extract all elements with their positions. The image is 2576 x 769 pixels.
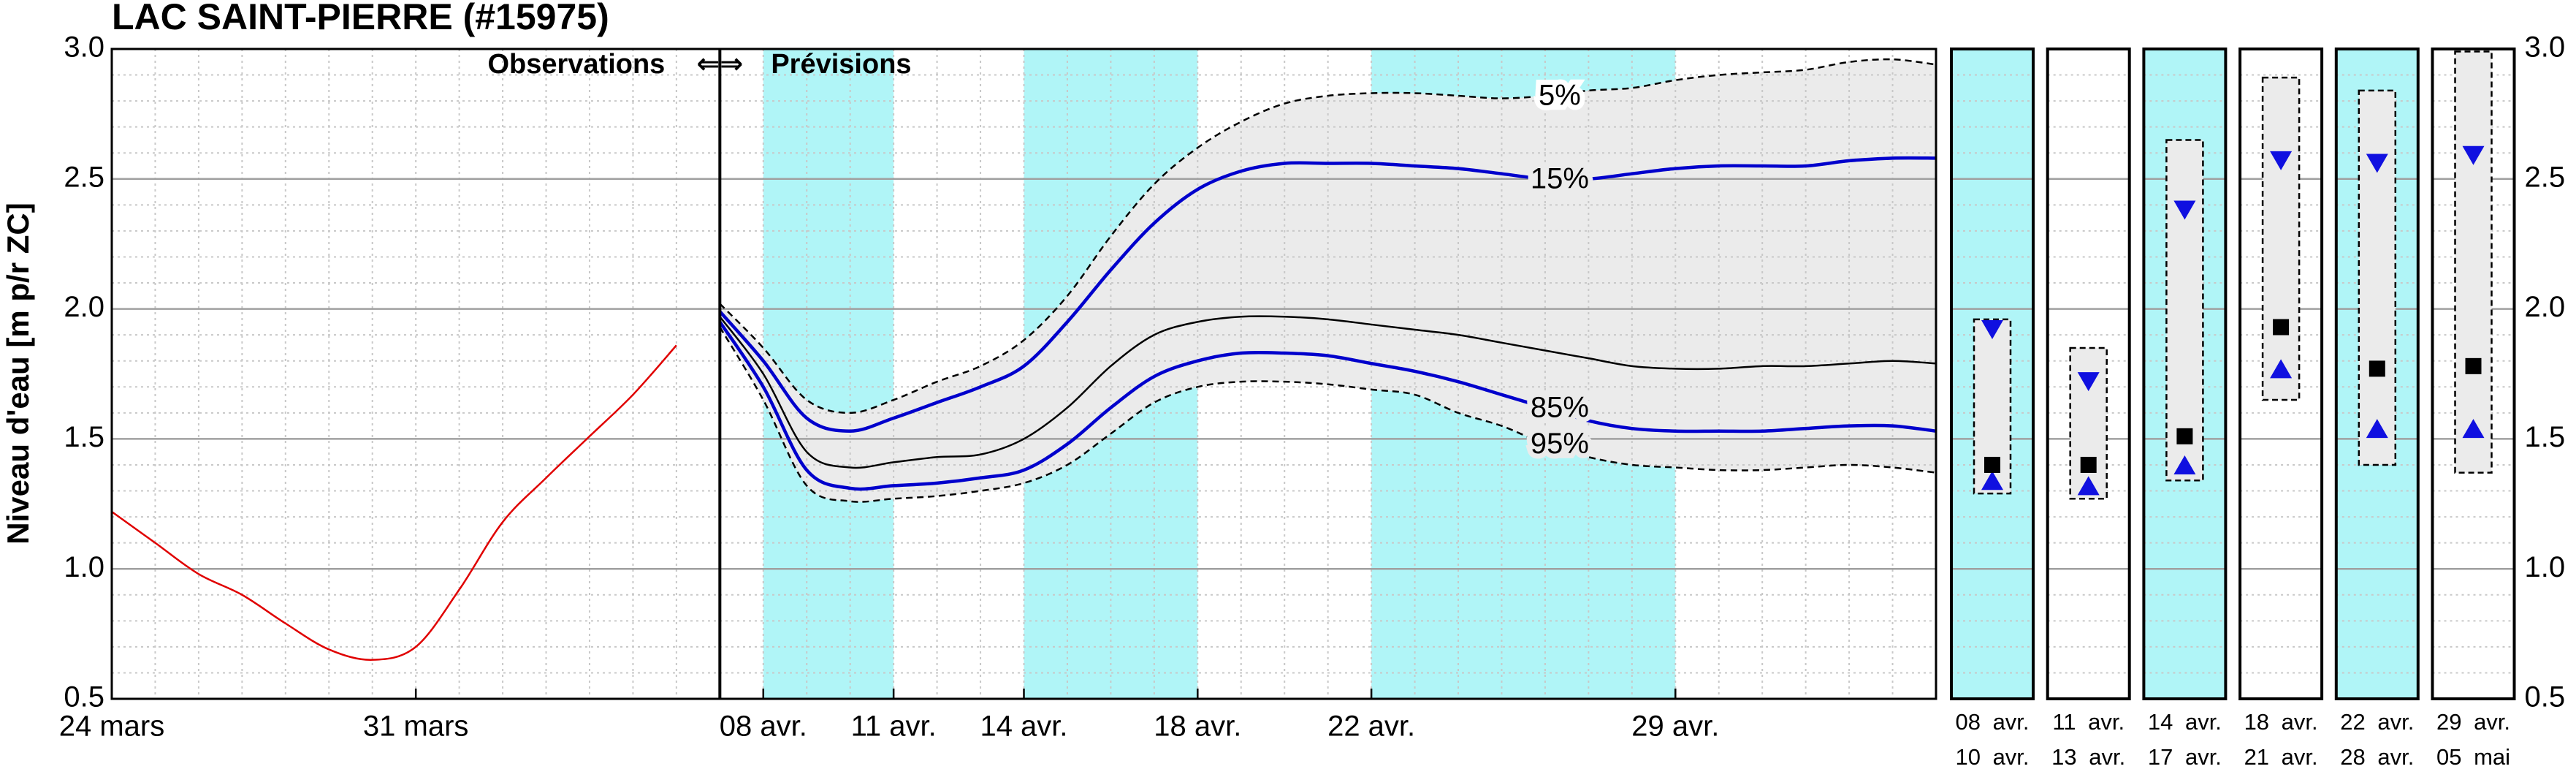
- range-box: [2261, 76, 2301, 401]
- shaded-period: [763, 49, 894, 699]
- series-label: 95%: [1531, 428, 1589, 460]
- panel-label: 14 avr.: [2148, 709, 2222, 735]
- forecast-line: [718, 321, 1937, 491]
- y-tick-label: 0.5: [64, 681, 104, 713]
- period-panel: 14 avr. 17 avr.: [2142, 48, 2228, 769]
- observed-line: [111, 344, 677, 661]
- y-tick-label: 1.5: [64, 421, 104, 453]
- x-tick-label: 31 mars: [363, 711, 469, 743]
- x-tick-label: 08 avr.: [720, 711, 807, 743]
- forecast-line: [719, 326, 1937, 503]
- annotation: Prévisions: [771, 49, 911, 80]
- panel-label: 22 avr.: [2340, 709, 2414, 735]
- panel-label: 13 avr.: [2051, 744, 2125, 769]
- p15-marker: [2173, 200, 2196, 220]
- forecast-line: [719, 58, 1937, 414]
- p15-marker: [2077, 372, 2100, 392]
- y-tick-label: 1.5: [2525, 421, 2566, 453]
- range-band: [720, 59, 1937, 502]
- panel-label: 08 avr.: [1955, 709, 2029, 735]
- p85-marker: [2173, 455, 2196, 474]
- range-box: [2165, 139, 2204, 482]
- p85-marker: [2366, 419, 2388, 439]
- y-tick-label: 2.5: [64, 161, 104, 193]
- x-tick-label: 29 avr.: [1631, 711, 1719, 743]
- panel-label: 10 avr.: [1955, 744, 2029, 769]
- panel-frame: [1950, 48, 2035, 700]
- p15-marker: [2366, 154, 2388, 173]
- panel-frame: [2046, 48, 2131, 700]
- median-marker: [2369, 360, 2385, 377]
- panel-frame: [2142, 48, 2228, 700]
- panel-label: 29 avr.: [2436, 709, 2510, 735]
- period-panel: 22 avr. 28 avr.: [2334, 48, 2420, 769]
- range-box: [2069, 346, 2108, 500]
- annotation: Observations: [487, 49, 665, 80]
- panel-label: 05 mai: [2436, 744, 2510, 769]
- period-panel: 18 avr. 21 avr.: [2238, 48, 2324, 769]
- period-panel: 08 avr. 10 avr.: [1950, 48, 2035, 769]
- y-tick-label: 1.0: [2525, 551, 2566, 583]
- series-label: 15%: [1531, 162, 1589, 194]
- period-panel: 11 avr. 13 avr.: [2046, 48, 2131, 769]
- range-box: [2358, 89, 2397, 466]
- p85-marker: [2077, 476, 2100, 496]
- y-tick-label: 2.0: [64, 291, 104, 323]
- panel-frame: [2431, 48, 2516, 700]
- chart-title: LAC SAINT-PIERRE (#15975): [112, 0, 609, 37]
- median-marker: [2080, 456, 2097, 473]
- panel-label: 28 avr.: [2340, 744, 2414, 769]
- annotation: ⇐⇒: [696, 49, 743, 80]
- panel-frame: [2334, 48, 2420, 700]
- range-box: [2454, 50, 2493, 474]
- median-marker: [2465, 357, 2482, 374]
- forecast-line: [718, 156, 1937, 433]
- median-marker: [2273, 319, 2290, 336]
- x-tick-label: 14 avr.: [980, 711, 1067, 743]
- p15-marker: [2270, 151, 2293, 170]
- y-tick-label: 3.0: [64, 31, 104, 64]
- y-tick-label: 2.5: [2525, 161, 2566, 193]
- y-axis-label: Niveau d'eau [m p/r ZC]: [1, 202, 35, 544]
- y-tick-label: 0.5: [2525, 681, 2566, 713]
- panel-label: 17 avr.: [2148, 744, 2222, 769]
- x-tick-label: 24 mars: [59, 711, 165, 743]
- p85-marker: [2270, 359, 2293, 379]
- period-panel: 29 avr. 05 mai: [2431, 48, 2516, 769]
- series-label: 5%: [1539, 80, 1581, 112]
- p15-marker: [1981, 320, 2003, 340]
- series-label: 85%: [1531, 391, 1589, 423]
- panel-frame: [2238, 48, 2324, 700]
- x-tick-label: 11 avr.: [851, 711, 937, 743]
- y-tick-label: 2.0: [2525, 291, 2566, 323]
- median-marker: [1984, 456, 2000, 473]
- y-tick-label: 3.0: [2525, 31, 2566, 64]
- x-tick-label: 22 avr.: [1327, 711, 1415, 743]
- y-tick-label: 1.0: [64, 551, 104, 583]
- panel-label: 11 avr.: [2052, 709, 2125, 735]
- p85-marker: [1981, 471, 2003, 490]
- panel-label: 21 avr.: [2244, 744, 2318, 769]
- median-marker: [2176, 428, 2193, 444]
- panel-label: 18 avr.: [2244, 709, 2318, 735]
- forecast-line: [719, 315, 1937, 469]
- p85-marker: [2462, 419, 2485, 439]
- p15-marker: [2462, 145, 2485, 165]
- x-tick-label: 18 avr.: [1154, 711, 1241, 743]
